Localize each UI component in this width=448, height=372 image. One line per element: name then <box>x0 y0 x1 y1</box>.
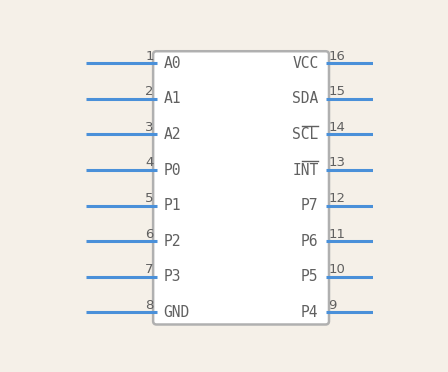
Text: 11: 11 <box>328 228 345 241</box>
Text: GND: GND <box>164 305 190 320</box>
Text: VCC: VCC <box>292 56 319 71</box>
Text: 4: 4 <box>145 156 154 169</box>
Text: SCL: SCL <box>292 127 319 142</box>
Text: 3: 3 <box>145 121 154 134</box>
Text: A2: A2 <box>164 127 181 142</box>
Text: 13: 13 <box>328 156 345 169</box>
Text: 16: 16 <box>328 49 345 62</box>
Text: P0: P0 <box>164 163 181 177</box>
Text: 10: 10 <box>328 263 345 276</box>
Text: P2: P2 <box>164 234 181 249</box>
Text: P3: P3 <box>164 269 181 284</box>
Text: 12: 12 <box>328 192 345 205</box>
Text: P5: P5 <box>301 269 319 284</box>
Text: 1: 1 <box>145 49 154 62</box>
Text: A0: A0 <box>164 56 181 71</box>
Text: 5: 5 <box>145 192 154 205</box>
Text: P4: P4 <box>301 305 319 320</box>
Text: 7: 7 <box>145 263 154 276</box>
Text: 6: 6 <box>145 228 154 241</box>
Text: P7: P7 <box>301 198 319 213</box>
Text: 2: 2 <box>145 85 154 98</box>
Text: 15: 15 <box>328 85 345 98</box>
Text: P6: P6 <box>301 234 319 249</box>
Text: P1: P1 <box>164 198 181 213</box>
FancyBboxPatch shape <box>153 51 329 324</box>
Text: 9: 9 <box>328 299 337 312</box>
Text: INT: INT <box>292 163 319 177</box>
Text: SDA: SDA <box>292 92 319 106</box>
Text: 14: 14 <box>328 121 345 134</box>
Text: A1: A1 <box>164 92 181 106</box>
Text: 8: 8 <box>145 299 154 312</box>
